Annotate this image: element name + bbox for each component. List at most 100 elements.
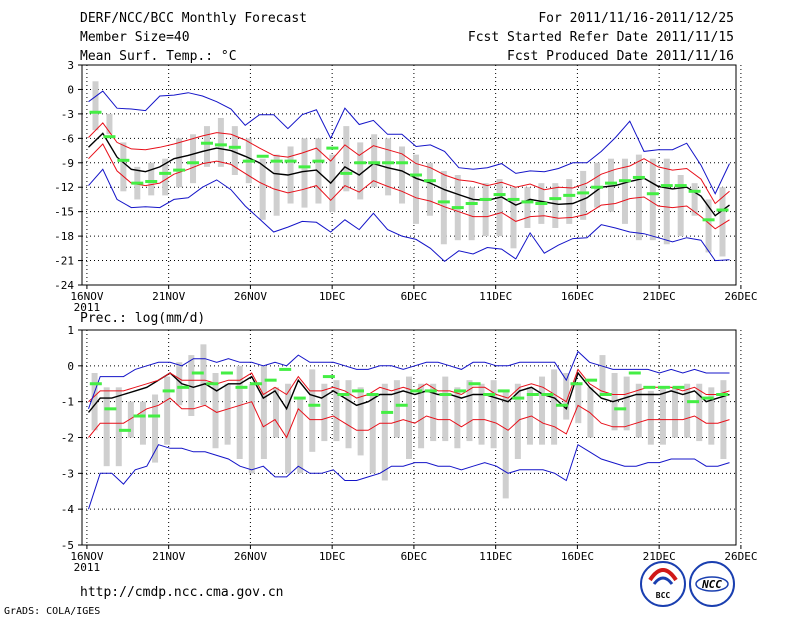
y-tick-label: -3 (61, 467, 74, 480)
spread-bar (672, 387, 679, 438)
spread-bar (482, 183, 489, 237)
spread-bar (478, 383, 485, 445)
spread-bar (106, 113, 113, 135)
source-url[interactable]: http://cmdp.ncc.cma.gov.cn (80, 585, 284, 600)
spread-bar (524, 187, 531, 228)
spread-bar (575, 383, 582, 424)
x-tick-label: 16DEC (561, 290, 594, 303)
y-tick-label: -18 (54, 230, 74, 243)
spread-bar (566, 179, 573, 224)
spread-bar (510, 187, 517, 249)
y-tick-label: -9 (61, 157, 74, 170)
y-tick-label: 1 (67, 324, 74, 337)
maximum-line (88, 350, 730, 409)
ensemble-mean-line (87, 371, 730, 413)
spread-bar (719, 187, 726, 257)
spread-bar (190, 134, 197, 184)
x-tick-label: 26DEC (724, 290, 757, 303)
spread-bar (430, 383, 437, 442)
spread-bar (696, 383, 703, 442)
spread-bar (468, 187, 475, 241)
spread-bar (309, 369, 316, 452)
spread-bar (649, 158, 656, 241)
x-tick-label: 1DEC (319, 550, 346, 563)
spread-bar (369, 394, 376, 474)
spread-bar (236, 365, 243, 459)
x-tick-label: 11DEC (479, 550, 512, 563)
spread-bar (393, 380, 400, 438)
spread-bar (127, 401, 134, 438)
ncc-logo-text: NCC (701, 578, 722, 591)
spread-bar (321, 383, 328, 442)
spread-bar (200, 344, 207, 406)
x-tick-label: 21NOV (152, 550, 185, 563)
spread-bar (599, 355, 606, 395)
spread-bar (490, 380, 497, 449)
x-tick-label: 21DEC (643, 290, 676, 303)
spread-bar (357, 387, 364, 456)
spread-bar (502, 390, 509, 499)
spread-bar (139, 401, 146, 445)
y-tick-label: -2 (61, 432, 74, 445)
spread-bar (406, 376, 412, 459)
x-tick-label: 21NOV (152, 290, 185, 303)
upper-sd-line (88, 368, 730, 403)
spread-bar (120, 142, 127, 192)
spread-bar (329, 154, 336, 212)
spread-bar (231, 126, 238, 175)
spread-bar (647, 390, 654, 445)
spread-bar (621, 158, 628, 224)
spread-bar (659, 387, 666, 445)
spread-bar (552, 183, 559, 228)
ncc-logo-orbit (695, 576, 729, 592)
y-tick-label: 0 (67, 360, 74, 373)
spread-bar (691, 183, 698, 216)
y-tick-label: 0 (67, 83, 74, 96)
grads-credit: GrADS: COLA/IGES (4, 606, 100, 617)
spread-bar (162, 158, 169, 196)
spread-bar (580, 170, 587, 220)
spread-bar (399, 146, 406, 204)
spread-bar (333, 380, 340, 442)
spread-bar (148, 162, 155, 196)
spread-bar (259, 158, 266, 220)
spread-bar (91, 373, 98, 431)
y-tick-label: -21 (54, 255, 74, 268)
x-tick-label: 26NOV (234, 550, 267, 563)
spread-bar (442, 376, 449, 442)
spread-bar (152, 394, 159, 463)
spread-bar (371, 134, 378, 188)
ensemble-mean-line (88, 132, 730, 217)
maximum-line (88, 90, 730, 195)
spread-bar (635, 383, 642, 438)
lower-sd-line (88, 143, 730, 230)
spread-bar (272, 387, 279, 438)
forecast-produced-date: Fcst Produced Date 2011/11/16 (507, 49, 734, 64)
spread-bar (608, 158, 615, 212)
x-tick-label: 11DEC (479, 290, 512, 303)
spread-bar (385, 138, 392, 196)
chart-title: DERF/NCC/BCC Monthly Forecast (80, 11, 307, 26)
spread-bar (285, 383, 292, 474)
spread-bar (594, 162, 601, 208)
x-tick-label: 1DEC (319, 290, 346, 303)
spread-bar (466, 380, 473, 442)
minimum-line (88, 443, 730, 510)
x-tick-label: 16NOV (70, 290, 103, 303)
spread-bar (260, 365, 267, 459)
spread-bar (426, 162, 433, 216)
spread-bar (539, 376, 546, 445)
spread-bar (273, 154, 280, 216)
spread-bar (92, 81, 99, 131)
spread-bar (440, 170, 447, 245)
spread-bar (551, 369, 558, 445)
y-tick-label: -15 (54, 206, 74, 219)
upper-sd-line (88, 122, 730, 205)
spread-bar (176, 362, 183, 406)
spread-bar (708, 387, 715, 445)
forecast-started-date: Fcst Started Refer Date 2011/11/15 (468, 30, 734, 45)
x-tick-label: 6DEC (401, 550, 428, 563)
x-year-label: 2011 (74, 561, 101, 574)
